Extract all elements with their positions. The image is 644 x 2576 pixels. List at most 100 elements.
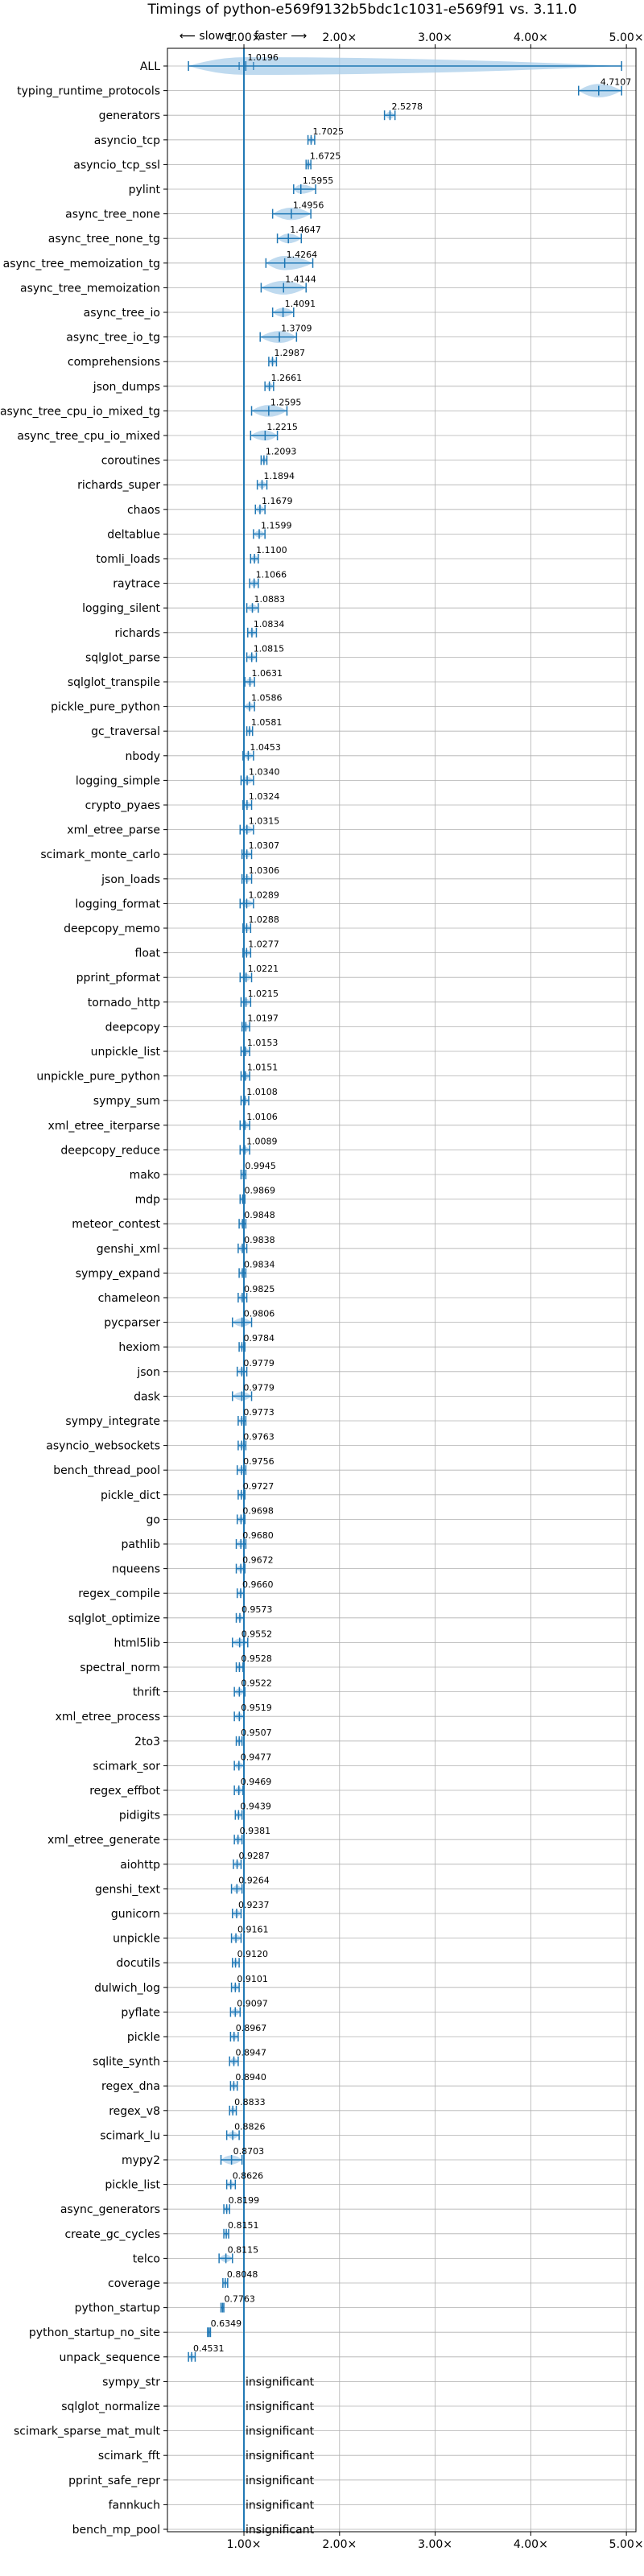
value-label: 1.1679 — [262, 496, 293, 506]
value-label: 0.9161 — [237, 1925, 269, 1935]
benchmark-label: nbody — [126, 750, 161, 763]
benchmark-label: deltablue — [107, 528, 160, 541]
benchmark-label: json — [136, 1366, 160, 1379]
value-labels: 1.0196 4.7107 2.5278 1.7025 1.6725 1.5955 1.49… — [193, 52, 631, 2537]
benchmark-label: unpickle_pure_python — [36, 1071, 160, 1084]
benchmark-label: pickle_dict — [101, 1489, 161, 1502]
value-label: 0.7763 — [224, 2294, 255, 2305]
value-label: 0.9838 — [244, 1235, 275, 1245]
benchmark-label: pidigits — [119, 1810, 160, 1823]
faster-direction-label: faster ⟶ — [254, 30, 307, 43]
value-label: 1.5955 — [303, 175, 334, 186]
value-label: 1.0197 — [247, 1013, 279, 1023]
benchmark-label: tomli_loads — [96, 553, 160, 566]
benchmark-label: ALL — [140, 60, 160, 73]
x-tick-label-bottom: 3.00× — [418, 2538, 452, 2551]
value-label: 1.0277 — [248, 939, 279, 950]
value-label: 1.0306 — [249, 865, 280, 876]
benchmark-label: regex_compile — [78, 1587, 160, 1600]
benchmark-label: regex_effbot — [89, 1785, 160, 1798]
benchmark-label: json_dumps — [93, 381, 160, 394]
benchmark-label: pickle_pure_python — [51, 701, 160, 714]
value-label: 0.9522 — [241, 1678, 272, 1689]
benchmark-label: chameleon — [98, 1292, 160, 1305]
benchmark-label: richards — [115, 627, 161, 640]
benchmark-label: genshi_xml — [97, 1243, 160, 1256]
benchmark-label: dask — [134, 1390, 161, 1403]
value-label: 0.9825 — [244, 1284, 275, 1294]
value-label: 1.0834 — [254, 619, 285, 630]
x-tick-label-bottom: 4.00× — [514, 2538, 548, 2551]
value-label: 0.9573 — [242, 1604, 273, 1615]
value-label: 1.4144 — [285, 274, 316, 284]
benchmark-label: tornado_http — [88, 997, 160, 1009]
benchmark-label: scimark_lu — [100, 2129, 160, 2142]
value-label: 0.8199 — [229, 2195, 260, 2206]
benchmark-label: pprint_pformat — [76, 972, 161, 985]
benchmark-label: mako — [130, 1169, 160, 1182]
value-label: 0.4531 — [193, 2343, 224, 2354]
x-tick-label-bottom: 5.00× — [609, 2538, 644, 2551]
benchmark-label: float — [135, 947, 161, 960]
value-label: 0.9507 — [241, 1728, 272, 1738]
value-label: 1.0883 — [254, 594, 286, 605]
benchmark-label: deepcopy_reduce — [60, 1144, 160, 1157]
x-tick-label-top: 4.00× — [514, 31, 548, 44]
x-tick-label-top: 1.00× — [227, 31, 262, 44]
benchmark-label: spectral_norm — [80, 1662, 160, 1674]
benchmark-label: mdp — [135, 1194, 161, 1207]
benchmark-label: sympy_sum — [93, 1095, 160, 1108]
benchmark-label: sqlglot_normalize — [61, 2401, 160, 2413]
value-label: 1.0106 — [246, 1112, 278, 1122]
value-label: 1.0215 — [248, 989, 279, 999]
benchmark-label: chaos — [127, 504, 160, 517]
value-label: 0.8151 — [228, 2220, 259, 2231]
benchmark-label: comprehensions — [68, 356, 160, 369]
value-label: 0.9680 — [242, 1530, 274, 1541]
benchmark-label: scimark_monte_carlo — [40, 848, 160, 861]
chart-title: Timings of python-e569f9132b5bdc1c1031-e… — [147, 2, 576, 18]
benchmark-label: 2to3 — [134, 1736, 160, 1748]
benchmark-label: logging_simple — [76, 774, 160, 787]
value-label: 0.9120 — [237, 1949, 269, 1959]
benchmark-label: meteor_contest — [72, 1218, 160, 1231]
value-label: 1.1066 — [256, 570, 287, 580]
value-label: 1.0586 — [251, 693, 283, 704]
benchmark-label: json_loads — [101, 873, 160, 886]
value-label: 1.0151 — [247, 1063, 279, 1073]
value-label: 0.9237 — [238, 1900, 270, 1910]
benchmark-label: bench_mp_pool — [72, 2524, 160, 2537]
benchmark-label: asyncio_tcp_ssl — [73, 159, 160, 171]
insignificant-label: insignificant — [246, 2401, 315, 2413]
benchmark-label: xml_etree_parse — [67, 824, 160, 837]
benchmark-label: gc_traversal — [91, 725, 160, 738]
value-label: 1.0307 — [249, 840, 280, 851]
value-label: 0.9660 — [242, 1579, 274, 1590]
benchmark-label: fannkuch — [109, 2499, 160, 2512]
benchmark-label: raytrace — [113, 578, 160, 591]
value-label: 0.8967 — [236, 2023, 267, 2033]
benchmark-label: xml_etree_generate — [47, 1834, 160, 1847]
benchmark-label: sympy_str — [102, 2376, 160, 2388]
value-label: 1.2215 — [266, 422, 298, 432]
value-label: 0.9945 — [245, 1161, 276, 1171]
benchmark-label: scimark_fft — [98, 2450, 161, 2462]
insignificant-label: insignificant — [246, 2376, 315, 2388]
value-label: 0.9773 — [243, 1407, 275, 1418]
value-label: 0.9698 — [242, 1505, 274, 1516]
value-label: 1.1100 — [256, 545, 287, 555]
value-label: 0.9439 — [240, 1802, 271, 1812]
value-label: 0.9869 — [244, 1186, 275, 1196]
value-label: 1.7025 — [312, 126, 344, 137]
benchmark-label: unpickle_list — [91, 1046, 161, 1059]
value-label: 1.4091 — [285, 299, 316, 309]
value-label: 1.4956 — [293, 200, 324, 211]
benchmark-label: regex_v8 — [109, 2105, 160, 2118]
benchmark-label: async_tree_io_tg — [66, 332, 160, 345]
value-label: 0.9469 — [241, 1777, 272, 1787]
benchmark-label: xml_etree_process — [56, 1711, 160, 1724]
value-label: 0.9727 — [243, 1481, 275, 1492]
benchmark-label: sqlglot_transpile — [68, 676, 160, 689]
value-label: 1.3709 — [281, 324, 312, 334]
